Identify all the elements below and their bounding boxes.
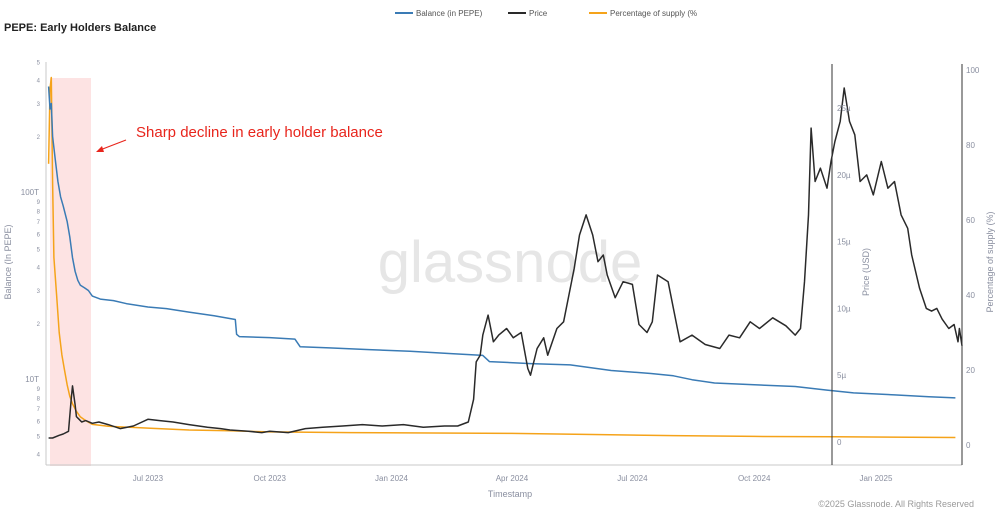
series-line-balance — [47, 86, 956, 399]
y-left-tick-label: 9 — [37, 200, 41, 206]
x-tick-label: Jul 2023 — [133, 474, 164, 483]
y-left-tick-label: 4 — [37, 266, 41, 272]
y-left-tick-label: 3 — [37, 102, 41, 108]
x-tick-label: Jan 2024 — [375, 474, 408, 483]
y-price-tick-label: 15µ — [837, 238, 851, 247]
x-tick-label: Oct 2024 — [738, 474, 771, 483]
y-supply-axis-label: Percentage of supply (%) — [985, 211, 995, 312]
y-left-tick-label: 6 — [37, 420, 41, 426]
y-left-tick-label: 9 — [37, 387, 41, 393]
y-supply-tick-label: 0 — [966, 441, 971, 450]
series-line-price — [48, 87, 963, 439]
legend-item-label[interactable]: Price — [529, 9, 548, 18]
y-supply-tick-label: 40 — [966, 291, 975, 300]
x-tick-label: Apr 2024 — [496, 474, 529, 483]
y-left-tick-label: 2 — [37, 322, 41, 328]
y-price-tick-label: 5µ — [837, 371, 846, 380]
y-supply-tick-label: 60 — [966, 216, 975, 225]
y-left-tick-label: 2 — [37, 135, 41, 141]
legend-item-label[interactable]: Percentage of supply (% — [610, 9, 697, 18]
y-price-tick-label: 25µ — [837, 104, 851, 113]
y-supply-tick-label: 20 — [966, 366, 975, 375]
y-left-tick-label: 100T — [21, 188, 39, 197]
y-left-tick-label: 8 — [37, 396, 41, 402]
x-tick-label: Jul 2024 — [617, 474, 648, 483]
y-left-tick-label: 8 — [37, 209, 41, 215]
x-tick-label: Jan 2025 — [859, 474, 892, 483]
y-supply-tick-label: 80 — [966, 141, 975, 150]
chart-background-layer: glassnode — [50, 78, 642, 466]
y-left-tick-label: 3 — [37, 289, 41, 295]
y-left-tick-label: 4 — [37, 453, 41, 459]
y-price-tick-label: 0 — [837, 438, 842, 447]
y-left-tick-label: 5 — [37, 248, 41, 254]
copyright-text: ©2025 Glassnode. All Rights Reserved — [818, 499, 974, 509]
y-price-axis-label: Price (USD) — [861, 248, 871, 296]
y-supply-tick-label: 100 — [966, 66, 980, 75]
y-left-tick-label: 5 — [37, 61, 41, 67]
y-left-axis-label: Balance (In PEPE) — [3, 224, 13, 299]
y-left-tick-label: 5 — [37, 435, 41, 441]
chart-data-layer — [47, 76, 963, 439]
x-tick-label: Oct 2023 — [253, 474, 286, 483]
annotation-text: Sharp decline in early holder balance — [136, 124, 383, 141]
annotation-arrow-line — [99, 139, 127, 151]
chart-title: PEPE: Early Holders Balance — [4, 22, 157, 34]
y-left-tick-label: 7 — [37, 220, 41, 226]
y-left-tick-label: 4 — [37, 79, 41, 85]
watermark: glassnode — [378, 230, 642, 295]
chart-legend[interactable]: Balance (in PEPE) Price Percentage of supp… — [395, 9, 697, 18]
y-left-tick-label: 10T — [25, 375, 39, 384]
y-price-tick-label: 10µ — [837, 304, 851, 313]
y-left-tick-label: 7 — [37, 407, 41, 413]
y-left-tick-label: 6 — [37, 233, 41, 239]
x-axis-label: Timestamp — [488, 489, 532, 499]
chart-axes-layer: 4 5 6 7 8 9 10T 2 3 4 5 6 7 8 9 100T 2 3 4 5 Balance (In PEP… — [3, 61, 995, 500]
y-price-tick-label: 20µ — [837, 171, 851, 180]
legend-item-label[interactable]: Balance (in PEPE) — [416, 9, 483, 18]
annotation-arrow-head — [96, 146, 104, 152]
